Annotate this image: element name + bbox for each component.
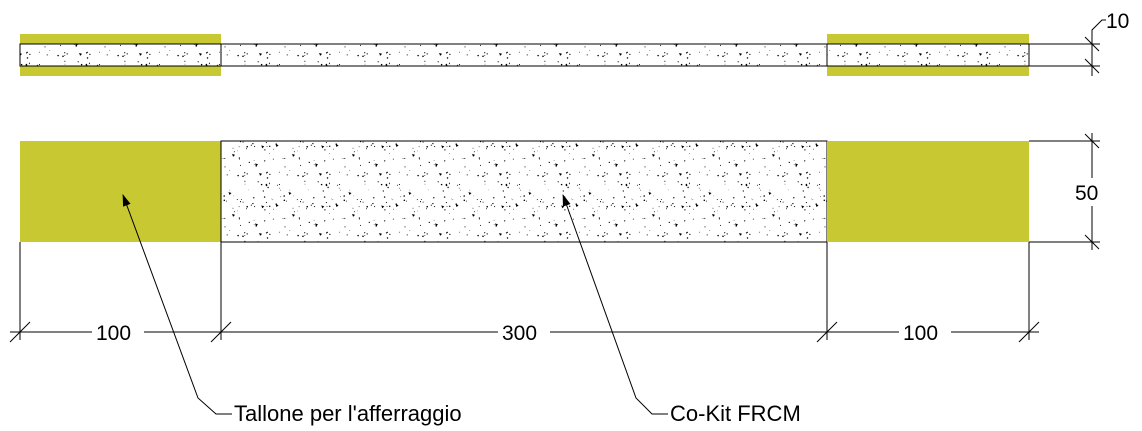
material-label: Co-Kit FRCM	[670, 401, 801, 426]
tab-right-length: 100	[903, 322, 938, 345]
side-tab-bottom-right	[827, 66, 1029, 76]
tab-label: Tallone per l'afferraggio	[234, 401, 462, 426]
material-leader: Co-Kit FRCM	[562, 194, 801, 426]
width-value: 50	[1075, 182, 1098, 205]
side-tab-top-left	[20, 34, 221, 44]
plan-tab-left	[20, 141, 221, 242]
gauge-length: 300	[502, 322, 537, 345]
side-tab-bottom-left	[20, 66, 221, 76]
length-dimensions: 100 300 100	[9, 242, 1040, 346]
plan-tab-right	[827, 141, 1029, 242]
thickness-dimension: 10	[1029, 10, 1129, 76]
width-dimension: 50	[1029, 133, 1108, 250]
plan-gauge-section	[220, 140, 828, 243]
tab-leader: Tallone per l'afferraggio	[122, 194, 462, 426]
side-strip	[19, 43, 1030, 67]
tab-left-length: 100	[96, 322, 131, 345]
side-view	[19, 34, 1030, 76]
side-tab-top-right	[827, 34, 1029, 44]
plan-view	[20, 140, 1029, 243]
thickness-value: 10	[1106, 10, 1129, 33]
